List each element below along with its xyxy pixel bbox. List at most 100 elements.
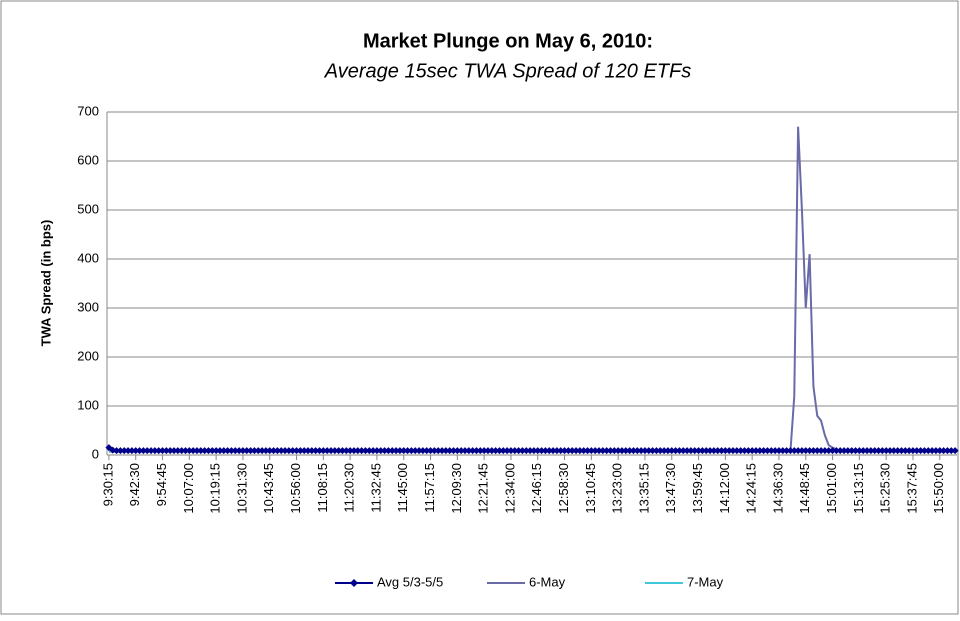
- series-marker: [518, 447, 526, 455]
- series-marker: [193, 447, 201, 455]
- series-marker: [920, 447, 928, 455]
- series-marker: [855, 447, 863, 455]
- series-marker: [212, 447, 220, 455]
- series-marker: [419, 447, 427, 455]
- series-marker: [741, 447, 748, 455]
- series-marker: [541, 447, 549, 455]
- series-marker: [790, 447, 798, 455]
- series-marker: [216, 447, 224, 455]
- x-tick-label: 14:24:15: [744, 463, 759, 514]
- series-marker: [940, 447, 948, 455]
- series-marker: [442, 447, 450, 455]
- series-marker: [798, 447, 806, 455]
- series-marker: [714, 447, 722, 455]
- series-marker: [430, 447, 438, 455]
- y-tick-label: 300: [77, 299, 99, 314]
- series-marker: [848, 447, 856, 455]
- series-marker: [151, 447, 159, 455]
- series-marker: [748, 447, 756, 455]
- series-marker: [415, 447, 423, 455]
- series-marker: [629, 447, 637, 455]
- x-tick-label: 15:37:45: [904, 463, 919, 514]
- series-marker: [170, 447, 178, 455]
- series-marker: [813, 447, 821, 455]
- series-marker: [557, 447, 565, 455]
- series-marker: [308, 447, 316, 455]
- x-tick-label: 9:54:45: [154, 463, 169, 506]
- series-marker: [545, 447, 553, 455]
- series-marker: [338, 447, 346, 455]
- series-marker: [388, 447, 396, 455]
- series-marker: [660, 447, 668, 455]
- series-marker: [361, 447, 369, 455]
- series-marker: [312, 447, 320, 455]
- series-marker: [675, 447, 683, 455]
- series-marker: [718, 447, 726, 455]
- series-marker: [622, 447, 630, 455]
- series-marker: [227, 447, 235, 455]
- chart-subtitle: Average 15sec TWA Spread of 120 ETFs: [324, 60, 691, 82]
- series-marker: [499, 447, 507, 455]
- series-marker: [358, 447, 366, 455]
- series-marker: [744, 447, 752, 455]
- series-marker: [384, 447, 392, 455]
- y-tick-label: 500: [77, 201, 99, 216]
- series-marker: [859, 447, 867, 455]
- series-marker: [786, 447, 794, 455]
- x-tick-label: 14:12:00: [717, 463, 732, 514]
- series-marker: [446, 447, 454, 455]
- legend-label: Avg 5/3-5/5: [377, 574, 443, 589]
- series-marker: [534, 447, 542, 455]
- series-marker: [901, 447, 909, 455]
- series-marker: [120, 447, 128, 455]
- series-marker: [461, 447, 469, 455]
- chart-title: Market Plunge on May 6, 2010:: [363, 30, 653, 52]
- series-marker: [760, 447, 768, 455]
- series-marker: [270, 447, 278, 455]
- series-marker: [285, 447, 293, 455]
- series-marker: [507, 447, 515, 455]
- y-tick-label: 600: [77, 152, 99, 167]
- series-marker: [293, 447, 301, 455]
- series-marker: [618, 447, 626, 455]
- x-tick-label: 15:25:30: [878, 463, 893, 514]
- x-tick-label: 11:08:15: [315, 463, 330, 513]
- series-marker: [522, 447, 530, 455]
- series-marker: [576, 447, 584, 455]
- series-marker: [829, 447, 837, 455]
- y-tick-label: 0: [92, 446, 99, 461]
- x-tick-label: 11:57:15: [422, 463, 437, 513]
- series-marker: [695, 447, 703, 455]
- series-marker: [392, 447, 400, 455]
- series-marker: [932, 447, 940, 455]
- series-marker: [239, 447, 247, 455]
- series-marker: [155, 447, 163, 455]
- series-marker: [844, 447, 852, 455]
- series-marker: [465, 447, 473, 455]
- series-marker: [139, 447, 147, 455]
- series-marker: [645, 447, 653, 455]
- series-marker: [266, 447, 274, 455]
- series-marker: [281, 447, 289, 455]
- series-marker: [323, 447, 331, 455]
- series-marker: [633, 447, 641, 455]
- series-marker: [809, 447, 817, 455]
- series-marker: [143, 447, 151, 455]
- series-marker: [775, 447, 783, 455]
- legend-marker: [350, 579, 358, 587]
- series-marker: [354, 447, 362, 455]
- series-marker: [377, 447, 385, 455]
- series-marker: [894, 447, 902, 455]
- series-marker: [124, 447, 132, 455]
- series-marker: [201, 447, 209, 455]
- series-marker: [369, 447, 377, 455]
- series-marker: [897, 447, 905, 455]
- series-marker: [116, 447, 124, 455]
- series-marker: [668, 447, 676, 455]
- series-marker: [488, 447, 496, 455]
- series-marker: [495, 447, 503, 455]
- series-marker: [189, 447, 197, 455]
- series-marker: [656, 447, 664, 455]
